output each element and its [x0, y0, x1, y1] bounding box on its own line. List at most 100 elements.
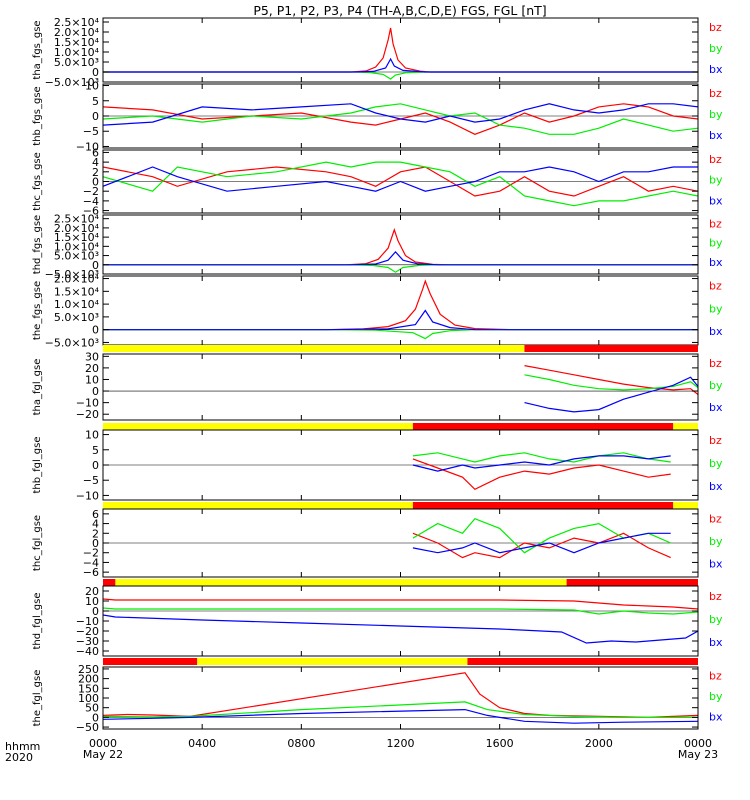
legend-by: by	[709, 535, 723, 548]
x-tick-label: 1600	[486, 737, 514, 750]
y-tick-label: 0	[92, 711, 99, 724]
series-by-line	[524, 374, 698, 391]
y-tick-label: 10	[85, 429, 99, 442]
panel-ylabel: thc_fgl_gse	[32, 515, 43, 571]
y-tick-label: −5.0×10³	[45, 76, 99, 89]
series-by-line	[412, 452, 671, 463]
panel-ylabel: the_fgs_gse	[32, 281, 43, 340]
y-tick-label: −6	[83, 566, 99, 579]
legend-by: by	[709, 379, 723, 392]
y-tick-label: 2.5×10⁴	[54, 16, 100, 29]
y-tick-label: −5	[83, 125, 99, 138]
y-tick-label: 50	[85, 702, 99, 715]
y-tick-label: 20	[85, 362, 99, 375]
x-tick-label: 1200	[387, 737, 415, 750]
legend-by: by	[709, 174, 723, 187]
legend-bz: bz	[709, 21, 722, 34]
y-tick-label: −10	[76, 140, 99, 153]
y-tick-label: 10	[85, 595, 99, 608]
y-tick-label: 150	[78, 682, 99, 695]
x-tick-label: 0800	[287, 737, 315, 750]
y-tick-label: 5	[92, 444, 99, 457]
y-tick-label: 1.5×10⁴	[54, 36, 100, 49]
series-bx-line	[103, 166, 698, 192]
legend-bx: bx	[709, 129, 723, 142]
y-tick-label: −2	[83, 547, 99, 560]
y-tick-label: 5.0×10³	[54, 56, 99, 69]
panel-1: 2.5×10⁴2.0×10⁴1.5×10⁴1.0×10⁴5.0×10³0−5.0…	[32, 16, 723, 89]
panel-ylabel: thd_fgl_gse	[32, 593, 43, 650]
series-by-line	[103, 103, 698, 135]
panel-ylabel: the_fgl_gse	[32, 670, 43, 727]
mode-bar-segment	[197, 658, 468, 665]
mode-bar-segment	[115, 579, 567, 586]
series-bx-line	[412, 455, 671, 472]
y-tick-label: 30	[85, 350, 99, 363]
x-tick-sublabel: May 22	[83, 748, 123, 761]
series-bx-line	[103, 103, 698, 126]
legend-bz: bz	[709, 670, 722, 683]
y-tick-label: −10	[76, 397, 99, 410]
mode-bar-segment	[566, 579, 698, 586]
y-tick-label: 1.0×10⁴	[54, 240, 100, 253]
series-bx-line	[524, 376, 698, 413]
y-tick-label: 5.0×10³	[54, 250, 99, 263]
mode-bar-segment	[524, 345, 698, 352]
y-tick-label: −50	[76, 721, 99, 734]
mode-bar-segment	[103, 502, 413, 509]
y-tick-label: 1.5×10⁴	[54, 231, 100, 244]
y-tick-label: 4	[92, 156, 99, 169]
legend-by: by	[709, 613, 723, 626]
mode-bar-segment	[103, 658, 198, 665]
panel-ylabel: tha_fgl_gse	[32, 359, 43, 416]
series-bx-line	[103, 614, 698, 644]
series-by-line	[103, 161, 698, 207]
y-tick-label: 200	[78, 673, 99, 686]
mode-bar-segment	[412, 502, 674, 509]
series-bz-line	[103, 598, 698, 610]
panel-frame	[102, 666, 699, 730]
y-tick-label: 0	[92, 110, 99, 123]
y-tick-label: 0	[92, 176, 99, 189]
legend-bx: bx	[709, 711, 723, 724]
series-bx-line	[103, 57, 698, 73]
legend-bz: bz	[709, 153, 722, 166]
series-bz-line	[412, 458, 671, 491]
legend-bx: bx	[709, 325, 723, 338]
y-tick-label: 1.5×10⁴	[54, 285, 100, 298]
y-tick-label: 2	[92, 166, 99, 179]
series-bz-line	[524, 365, 698, 395]
series-bx-line	[412, 532, 671, 554]
y-tick-label: 2.5×10⁴	[54, 213, 100, 226]
series-by-line	[412, 517, 671, 554]
y-tick-label: −2	[83, 185, 99, 198]
mode-bar-segment	[103, 345, 525, 352]
y-tick-label: 1.0×10⁴	[54, 46, 100, 59]
y-tick-label: 0	[92, 259, 99, 272]
x-tick-label: 0400	[188, 737, 216, 750]
x-tick-label: 0000	[684, 737, 712, 750]
y-tick-label: 10	[85, 80, 99, 93]
panel-7: 10 5 0 −5 −10 thb_fgl_gse bz by bx	[32, 423, 723, 502]
y-tick-label: 5	[92, 95, 99, 108]
panel-4: 2.5×10⁴2.0×10⁴1.5×10⁴1.0×10⁴5.0×10³0−5.0…	[32, 213, 723, 281]
y-tick-label: −5.0×10³	[45, 336, 99, 349]
series-bz-line	[103, 27, 698, 73]
legend-by: by	[709, 237, 723, 250]
panel-frame	[102, 353, 699, 421]
legend-bz: bz	[709, 280, 722, 293]
y-tick-label: −4	[83, 556, 99, 569]
legend-bx: bx	[709, 557, 723, 570]
series-bz-line	[103, 279, 698, 331]
legend-bz: bz	[709, 590, 722, 603]
series-bz-line	[103, 227, 698, 266]
y-tick-label: −5	[83, 474, 99, 487]
panel-frame	[102, 275, 699, 346]
panel-5: 2.0×10⁴1.5×10⁴1.0×10⁴5.0×10³0−5.0×10³the…	[32, 273, 723, 350]
legend-by: by	[709, 302, 723, 315]
legend-by: by	[709, 457, 723, 470]
